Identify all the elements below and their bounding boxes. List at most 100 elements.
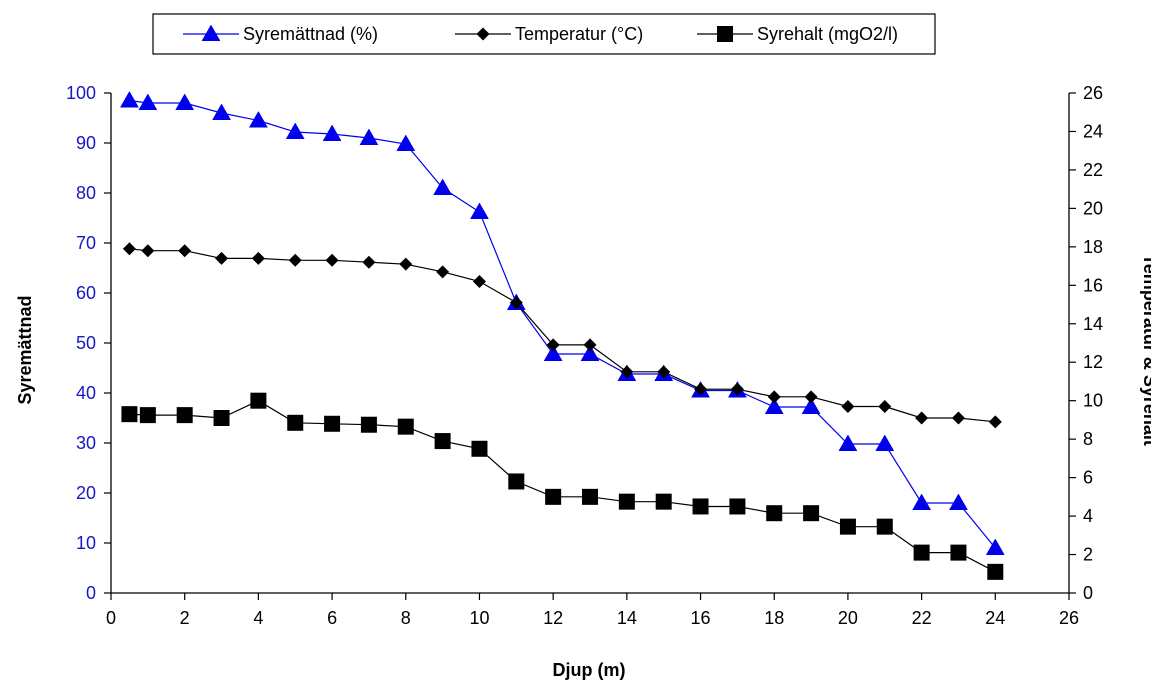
legend-label-syrehalt: Syrehalt (mgO2/l) [757, 24, 898, 44]
x-tick-label: 10 [469, 608, 489, 628]
data-point-temperatur [215, 251, 229, 265]
legend-marker-syrehalt [717, 26, 733, 42]
data-point-syremattnad [175, 93, 195, 110]
data-point-syrehalt [360, 416, 377, 433]
y-tick-label: 0 [86, 583, 96, 603]
data-point-temperatur [509, 296, 523, 310]
data-point-temperatur [878, 399, 892, 413]
data-point-temperatur [288, 253, 302, 267]
data-point-syrehalt [582, 488, 598, 505]
data-point-syremattnad [322, 124, 342, 141]
data-point-temperatur [951, 411, 965, 425]
x-tick-label: 8 [401, 608, 411, 628]
data-point-temperatur [399, 257, 413, 271]
series-layer [119, 90, 1005, 580]
data-point-temperatur [325, 253, 339, 267]
data-point-syrehalt [434, 433, 451, 450]
data-point-syrehalt [766, 505, 783, 522]
series-line-syremattnad [129, 99, 996, 549]
data-point-syrehalt [250, 392, 267, 409]
data-point-syremattnad [912, 493, 932, 510]
x-tick-label: 14 [617, 608, 637, 628]
y-tick-label: 30 [76, 433, 96, 453]
data-point-temperatur [694, 382, 708, 396]
data-point-syrehalt [692, 498, 709, 515]
y2-tick-label: 4 [1083, 506, 1093, 526]
y2-tick-label: 16 [1083, 275, 1103, 295]
y2-tick-label: 26 [1083, 83, 1103, 103]
data-point-syrehalt [287, 414, 304, 431]
x-tick-label: 22 [912, 608, 932, 628]
data-point-temperatur [620, 365, 634, 379]
data-point-temperatur [915, 411, 929, 425]
legend-marker-syremattnad [201, 24, 221, 41]
series-syremattnad [119, 90, 1005, 555]
data-point-temperatur [362, 255, 376, 269]
data-point-syremattnad [543, 344, 563, 361]
y2-axis-title: Temperatur & Syrehalt [1140, 254, 1151, 446]
data-point-syrehalt [213, 410, 230, 426]
axes-layer: 0 2 4 6 8 10 12 14 16 18 20 22 24 2601020304050607080… [66, 83, 1103, 628]
data-point-syremattnad [949, 493, 968, 510]
x-tick-label: 0 [106, 608, 116, 628]
data-point-temperatur [141, 244, 155, 258]
series-temperatur [122, 242, 1002, 429]
y2-tick-label: 8 [1083, 429, 1093, 449]
y-tick-label: 90 [76, 133, 96, 153]
legend-label-syremattnad: Syremättnad (%) [243, 24, 378, 44]
data-point-temperatur [804, 390, 818, 404]
y2-tick-label: 10 [1083, 391, 1103, 411]
x-tick-label: 26 [1059, 608, 1079, 628]
y2-tick-label: 22 [1083, 160, 1103, 180]
data-point-syremattnad [764, 397, 784, 414]
x-tick-label: 16 [691, 608, 711, 628]
y-tick-label: 70 [76, 233, 96, 253]
x-tick-label: 24 [985, 608, 1005, 628]
data-point-syrehalt [950, 544, 967, 561]
x-tick-label: 20 [838, 608, 858, 628]
data-point-syremattnad [285, 122, 305, 139]
data-point-syrehalt [176, 407, 193, 424]
y-axis-title: Syremättnad [15, 295, 35, 404]
data-point-syremattnad [248, 110, 268, 128]
data-point-syrehalt [803, 505, 820, 522]
x-tick-label: 6 [327, 608, 337, 628]
data-point-syrehalt [729, 498, 746, 515]
y2-tick-label: 20 [1083, 198, 1103, 218]
series-line-syrehalt [129, 400, 996, 573]
x-tick-label: 12 [543, 608, 563, 628]
data-point-syrehalt [545, 488, 562, 505]
data-point-syrehalt [121, 406, 138, 423]
legend: Syremättnad (%) Temperatur (°C) Syrehalt (… [152, 13, 936, 55]
data-point-syrehalt [987, 563, 1004, 580]
data-point-temperatur [472, 274, 486, 288]
legend-marker-temperatur [476, 27, 490, 41]
data-point-temperatur [583, 338, 597, 352]
data-point-temperatur [767, 390, 781, 404]
x-tick-label: 18 [764, 608, 784, 628]
y2-tick-label: 24 [1083, 121, 1103, 141]
data-point-syremattnad [470, 202, 489, 219]
x-axis-title: Djup (m) [553, 660, 626, 680]
data-point-syremattnad [433, 178, 453, 195]
data-point-syrehalt [508, 473, 525, 490]
data-point-temperatur [988, 415, 1002, 429]
data-point-syrehalt [913, 544, 930, 561]
data-point-temperatur [730, 382, 744, 396]
data-point-syremattnad [875, 434, 895, 451]
y-tick-label: 10 [76, 533, 96, 553]
y-tick-label: 100 [66, 83, 96, 103]
data-point-syremattnad [985, 538, 1005, 555]
data-point-temperatur [436, 265, 450, 279]
series-syrehalt [121, 392, 1004, 580]
legend-label-temperatur: Temperatur (°C) [515, 24, 643, 44]
data-point-syremattnad [212, 103, 231, 120]
y2-tick-label: 6 [1083, 468, 1093, 488]
data-point-temperatur [546, 338, 560, 352]
data-point-syrehalt [397, 418, 414, 435]
data-point-syrehalt [618, 493, 635, 510]
y-tick-label: 60 [76, 283, 96, 303]
x-tick-label: 2 [180, 608, 190, 628]
data-point-syremattnad [396, 134, 416, 151]
